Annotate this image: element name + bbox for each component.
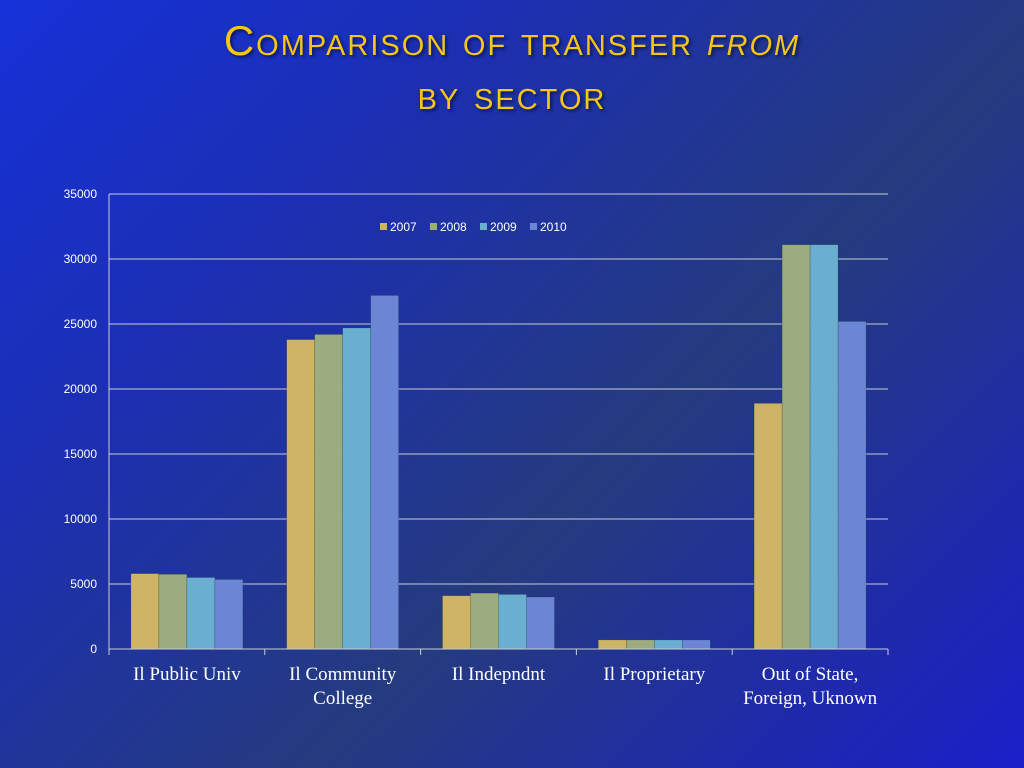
- axes: 0 5000 10000 15000 20000 25000 30000 35000 Il Pu…: [64, 187, 889, 709]
- legend-label: 2008: [440, 220, 467, 234]
- y-tick-label: 35000: [64, 187, 98, 201]
- bar: [214, 579, 244, 650]
- slide-title: Comparison of transfer from by sector: [0, 14, 1024, 122]
- bars: [130, 244, 867, 650]
- x-tick-label: Il Public Univ: [133, 664, 241, 685]
- legend-swatch: [530, 223, 537, 230]
- x-tick-label: College: [313, 688, 372, 709]
- bar: [442, 595, 471, 650]
- x-tick-label: Il Indepndnt: [452, 664, 546, 685]
- legend: 2007 2008 2009 2010: [380, 220, 567, 234]
- y-tick-label: 20000: [64, 382, 98, 396]
- y-tick-label: 10000: [64, 512, 98, 526]
- bar: [809, 244, 839, 650]
- bar: [837, 321, 867, 650]
- title-line-1-emphasis: from: [706, 17, 801, 64]
- legend-label: 2009: [490, 220, 517, 234]
- y-tick-label: 25000: [64, 317, 98, 331]
- bar: [186, 577, 216, 650]
- bar: [130, 573, 160, 650]
- bar: [314, 334, 344, 650]
- bar: [526, 596, 555, 650]
- title-line-1: Comparison of transfer from: [0, 14, 1024, 68]
- bar: [653, 639, 683, 650]
- bar: [158, 573, 188, 650]
- bar: [781, 244, 811, 650]
- bar: [342, 327, 372, 650]
- bar: [286, 339, 316, 650]
- legend-label: 2010: [540, 220, 567, 234]
- y-tick-label: 5000: [70, 577, 97, 591]
- x-tick-label: Il Proprietary: [603, 664, 705, 685]
- bar: [753, 402, 783, 650]
- bar: [681, 639, 711, 650]
- bar: [597, 639, 627, 650]
- y-tick-label: 30000: [64, 252, 98, 266]
- legend-swatch: [480, 223, 487, 230]
- title-line-1-text: Comparison of transfer: [223, 17, 707, 64]
- bar: [470, 592, 499, 650]
- y-tick-label: 15000: [64, 447, 98, 461]
- legend-swatch: [380, 223, 387, 230]
- bar: [498, 594, 527, 650]
- bar: [625, 639, 655, 650]
- x-tick-label: Il Community: [289, 664, 397, 685]
- legend-swatch: [430, 223, 437, 230]
- y-tick-label: 0: [90, 642, 97, 656]
- legend-label: 2007: [390, 220, 417, 234]
- bar: [370, 295, 400, 650]
- title-line-2: by sector: [417, 71, 607, 118]
- x-tick-label: Foreign, Uknown: [743, 688, 878, 709]
- x-tick-label: Out of State,: [762, 664, 859, 685]
